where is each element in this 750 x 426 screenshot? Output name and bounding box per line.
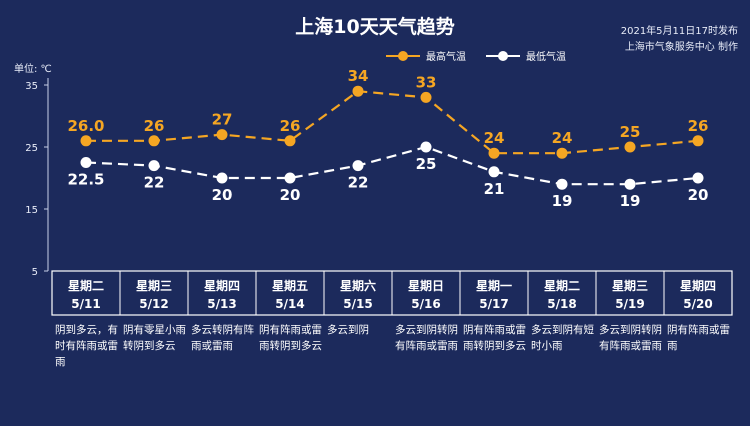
- weekday-label: 星期二: [68, 278, 104, 293]
- low-label: 20: [688, 186, 709, 204]
- weather-description: 阴有阵雨或雷雨转阴到多云: [259, 324, 322, 352]
- high-point: [692, 135, 704, 147]
- y-tick-label: 5: [32, 267, 38, 278]
- low-point: [692, 172, 704, 184]
- high-point: [488, 147, 500, 159]
- high-point: [216, 129, 228, 141]
- weekday-label: 星期四: [204, 278, 240, 293]
- legend-marker: [398, 51, 408, 61]
- high-label: 25: [620, 123, 641, 141]
- date-label: 5/16: [411, 297, 440, 311]
- low-label: 21: [484, 180, 505, 198]
- y-unit-label: 单位: ℃: [14, 64, 52, 75]
- high-label: 26.0: [67, 117, 104, 135]
- chart-title: 上海10天天气趋势: [295, 16, 455, 38]
- series-line-low: [85, 145, 699, 186]
- date-label: 5/15: [343, 297, 372, 311]
- weather-description: 阴有零星小雨转阴到多云: [123, 324, 186, 352]
- high-label: 33: [416, 73, 437, 91]
- date-label: 5/20: [683, 297, 712, 311]
- high-label: 24: [552, 129, 573, 147]
- high-point: [80, 135, 92, 147]
- publish-source: 上海市气象服务中心 制作: [624, 42, 738, 53]
- y-tick-label: 15: [25, 205, 38, 216]
- low-label: 20: [280, 186, 301, 204]
- high-label: 26: [144, 117, 165, 135]
- high-point: [624, 141, 636, 153]
- weather-description: 多云到阴转阴有阵雨或雷雨: [395, 324, 458, 352]
- high-point: [352, 85, 364, 97]
- high-point: [556, 147, 568, 159]
- date-label: 5/11: [71, 297, 100, 311]
- low-label: 22.5: [67, 171, 104, 189]
- low-point: [148, 160, 160, 172]
- y-tick-label: 25: [25, 143, 38, 154]
- date-label: 5/17: [479, 297, 508, 311]
- legend-marker: [498, 51, 508, 61]
- weekday-label: 星期二: [544, 278, 580, 293]
- weather-description: 多云转阴有阵雨或雷雨: [191, 324, 254, 352]
- high-point: [420, 91, 432, 103]
- weather-description: 阴有阵雨或雷雨转阴到多云: [463, 324, 526, 352]
- low-label: 19: [620, 192, 641, 210]
- low-label: 20: [212, 186, 233, 204]
- weekday-label: 星期五: [272, 278, 308, 293]
- publish-time: 2021年5月11日17时发布: [620, 26, 738, 37]
- low-point: [488, 166, 500, 178]
- high-label: 34: [348, 67, 369, 85]
- low-point: [556, 178, 568, 190]
- weather-description: 多云到阴转阴有阵雨或雷雨: [599, 324, 662, 352]
- weather-description: 阴到多云，有时有阵雨或雷雨: [55, 324, 118, 368]
- low-point: [352, 160, 364, 172]
- high-label: 26: [280, 117, 301, 135]
- date-label: 5/18: [547, 297, 576, 311]
- low-point: [420, 141, 432, 153]
- weekday-label: 星期六: [340, 278, 376, 293]
- legend-label: 最低气温: [526, 50, 566, 63]
- high-point: [284, 135, 296, 147]
- high-label: 26: [688, 117, 709, 135]
- date-label: 5/19: [615, 297, 644, 311]
- low-point: [284, 172, 296, 184]
- weekday-label: 星期一: [476, 278, 512, 293]
- legend-label: 最高气温: [426, 50, 466, 63]
- date-label: 5/12: [139, 297, 168, 311]
- y-tick-label: 35: [25, 81, 38, 92]
- weekday-label: 星期三: [612, 278, 648, 293]
- high-point: [148, 135, 160, 147]
- weekday-label: 星期日: [408, 278, 444, 293]
- weekday-label: 星期四: [680, 278, 716, 293]
- low-point: [80, 157, 92, 168]
- series-line-high: [86, 90, 699, 155]
- low-label: 19: [552, 192, 573, 210]
- weather-description: 多云到阴: [327, 324, 369, 336]
- high-label: 27: [212, 111, 233, 129]
- weather-description: 多云到阴有短时小雨: [531, 324, 594, 352]
- low-label: 22: [144, 174, 165, 192]
- low-point: [624, 178, 636, 190]
- weather-description: 阴有阵雨或雷雨: [667, 324, 730, 352]
- weekday-label: 星期三: [136, 278, 172, 293]
- low-label: 22: [348, 174, 369, 192]
- date-label: 5/14: [275, 297, 304, 311]
- low-label: 25: [416, 155, 437, 173]
- low-point: [216, 172, 228, 184]
- date-label: 5/13: [207, 297, 236, 311]
- high-label: 24: [484, 129, 505, 147]
